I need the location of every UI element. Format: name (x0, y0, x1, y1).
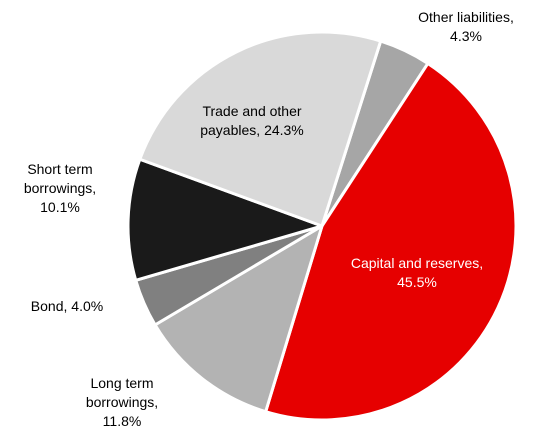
pie-slice (126, 157, 324, 282)
value-label: 11.8% (102, 413, 142, 429)
category-name: Capital and reserves (350, 255, 480, 271)
category-name: Trade and other payables (200, 103, 302, 138)
slice-label: Other liabilities, 4.3% (418, 9, 514, 44)
pie-slice (138, 30, 383, 228)
slice-label: Bond, 4.0% (30, 298, 104, 314)
value-label: 10.1% (40, 199, 80, 215)
value-label: 45.5% (397, 274, 437, 290)
value-label: 4.3% (450, 28, 482, 44)
pie-slice (264, 61, 518, 422)
slice-label: Long term borrowings, 11.8% (85, 375, 159, 429)
category-name: Short term borrowings (23, 161, 93, 196)
category-name: Other liabilities (418, 9, 510, 25)
slice-label: Short term borrowings, 10.1% (23, 161, 97, 215)
category-name: Long term borrowings (85, 375, 155, 410)
pie-slice (153, 224, 324, 414)
slice-label: Capital and reserves, 45.5% (350, 255, 484, 290)
value-label: 4.0% (71, 298, 104, 314)
category-name: Bond (30, 298, 64, 314)
value-label: 24.3% (264, 122, 304, 138)
slice-label: Trade and other payables, 24.3% (200, 103, 304, 138)
